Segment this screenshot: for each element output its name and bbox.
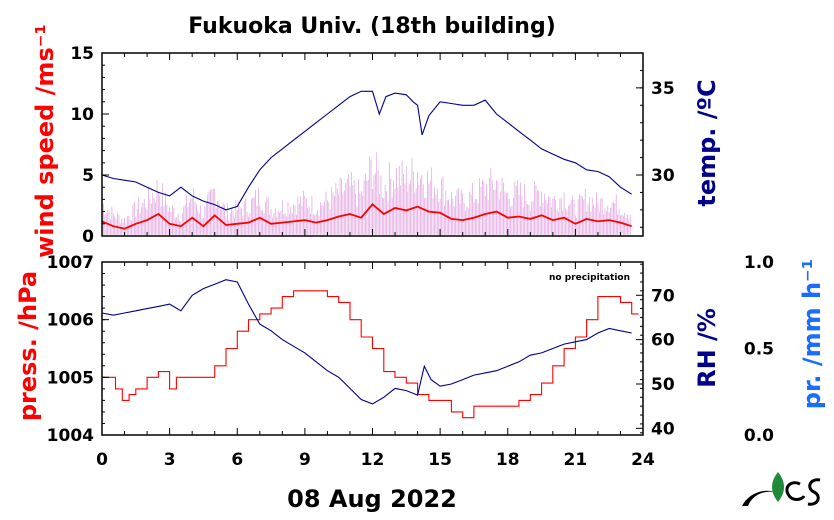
top-left-axis-label: wind speed /ms⁻¹ bbox=[31, 24, 59, 258]
logo-letter-s bbox=[807, 478, 821, 506]
wind-speed-line bbox=[101, 203, 632, 230]
bottom-left-tick-label: 1006 bbox=[47, 311, 94, 331]
far-right-tick-label: 0.5 bbox=[744, 340, 774, 360]
top-right-axis-label: temp. /ºC bbox=[693, 79, 721, 206]
chart-title: Fukuoka Univ. (18th building) bbox=[188, 14, 556, 39]
bottom-left-tick-label: 1005 bbox=[47, 368, 94, 388]
bottom-right-tick-label: 50 bbox=[651, 375, 675, 395]
top-left-tick-label: 0 bbox=[82, 227, 94, 247]
series-layer bbox=[101, 90, 639, 419]
bottom-left-tick-label: 1007 bbox=[47, 253, 94, 273]
x-tick-label: 18 bbox=[496, 450, 520, 470]
top-right-tick-label: 30 bbox=[651, 166, 675, 186]
x-tick-label: 9 bbox=[299, 450, 311, 470]
logo-leaf-icon bbox=[772, 472, 784, 502]
top-left-tick-label: 15 bbox=[70, 44, 94, 64]
far-right-axis-label: pr. /mm h⁻¹ bbox=[798, 259, 826, 409]
bottom-left-axis-label: press. /hPa bbox=[14, 271, 42, 421]
logo-letter-e bbox=[785, 481, 806, 501]
bottom-right-tick-label: 60 bbox=[651, 331, 675, 351]
humidity-line bbox=[101, 279, 632, 405]
precipitation-annotation: no precipitation bbox=[549, 273, 630, 283]
x-tick-label: 6 bbox=[231, 450, 243, 470]
top-left-tick-label: 5 bbox=[82, 166, 94, 186]
bottom-right-tick-label: 70 bbox=[651, 286, 675, 306]
top-right-tick-label: 35 bbox=[651, 79, 675, 99]
axes-layer bbox=[101, 52, 644, 436]
logo-swoosh bbox=[742, 490, 776, 506]
bottom-right-axis-label: RH /% bbox=[693, 308, 721, 388]
institution-logo bbox=[742, 472, 821, 506]
x-tick-label: 12 bbox=[361, 450, 385, 470]
tick-labels-layer: 0 5 10 15 30 35 0 3 6 9 12 15 18 21 24 1004 1005 1006 1007… bbox=[47, 44, 774, 470]
date-label: 08 Aug 2022 bbox=[287, 485, 457, 513]
top-left-tick-label: 10 bbox=[70, 105, 94, 125]
far-right-tick-label: 1.0 bbox=[744, 253, 774, 273]
x-tick-label: 0 bbox=[96, 450, 108, 470]
far-right-tick-label: 0.0 bbox=[744, 426, 774, 446]
x-tick-label: 21 bbox=[564, 450, 588, 470]
x-tick-label: 3 bbox=[164, 450, 176, 470]
temperature-line bbox=[101, 90, 632, 211]
x-tick-label: 15 bbox=[428, 450, 452, 470]
bottom-right-tick-label: 40 bbox=[651, 419, 675, 439]
bottom-left-tick-label: 1004 bbox=[47, 426, 94, 446]
x-tick-label: 24 bbox=[631, 450, 655, 470]
pressure-line bbox=[102, 290, 639, 419]
